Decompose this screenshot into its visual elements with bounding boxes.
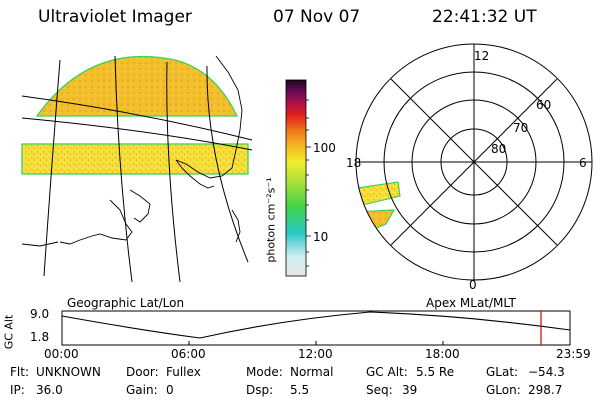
coastline [21,55,243,247]
image-swath-upper [35,55,239,117]
glon-label: GLon: [486,383,521,397]
geographic-map [21,55,253,283]
lat-label-70: 70 [513,121,529,135]
image-swath-band [21,143,249,175]
dsp-value: 5.5 [290,383,310,397]
mlt-label-18: 18 [346,156,362,170]
seq-label: Seq: [366,383,393,397]
ip-value: 36.0 [36,383,63,397]
time-label: 22:41:32 UT [432,7,537,27]
colorbar [285,79,307,277]
time-tick-1200: 12:00 [298,347,333,361]
seq-value: 39 [402,383,418,397]
ip-label: IP: [10,383,25,397]
altitude-ytick-9: 9.0 [30,307,50,321]
flt-value: UNKNOWN [36,365,101,379]
mlt-label-6: 6 [579,156,587,170]
date-label: 07 Nov 07 [273,7,361,27]
colorbar-label: photon cm⁻²s⁻¹ [264,177,278,263]
instrument-title: Ultraviolet Imager [38,7,192,27]
colorbar-tick-100: 100 [313,141,336,155]
glat-value: −54.3 [528,365,565,379]
mlt-label-0: 0 [469,278,477,292]
polar-image-upper [356,181,401,209]
polar-plot [355,43,593,281]
lat-label-80: 80 [491,142,507,156]
altitude-ytick-1-8: 1.8 [30,330,50,344]
door-label: Door: [126,365,159,379]
gain-label: Gain: [126,383,158,397]
altitude-ylabel: GC Alt [2,314,16,350]
altitude-plot [61,310,571,346]
mode-value: Normal [290,365,334,379]
altitude-curve [61,311,571,339]
time-tick-0600: 06:00 [171,347,206,361]
time-tick-2359: 23:59 [556,347,591,361]
dsp-label: Dsp: [246,383,274,397]
gcalt-label: GC Alt: [366,365,408,379]
colorbar-label-wrap: photon cm⁻²s⁻¹ [262,160,280,280]
door-value: Fullex [166,365,201,379]
geographic-panel-label: Geographic Lat/Lon [67,296,185,310]
mode-label: Mode: [246,365,283,379]
gain-value: 0 [166,383,174,397]
altitude-ylabel-wrap: GC Alt [2,312,16,352]
colorbar-tick-10: 10 [313,230,329,244]
gcalt-value: 5.5 Re [416,365,455,379]
time-tick-0000: 00:00 [44,347,79,361]
polar-image-lower [356,209,396,233]
time-tick-1800: 18:00 [425,347,460,361]
apex-panel-label: Apex MLat/MLT [426,296,516,310]
glat-label: GLat: [486,365,519,379]
glon-value: 298.7 [528,383,563,397]
colorbar-ticks [306,99,311,267]
flt-label: Flt: [10,365,29,379]
mlt-label-12: 12 [474,49,490,63]
lat-label-60: 60 [536,98,552,112]
map-graticule [21,55,253,283]
